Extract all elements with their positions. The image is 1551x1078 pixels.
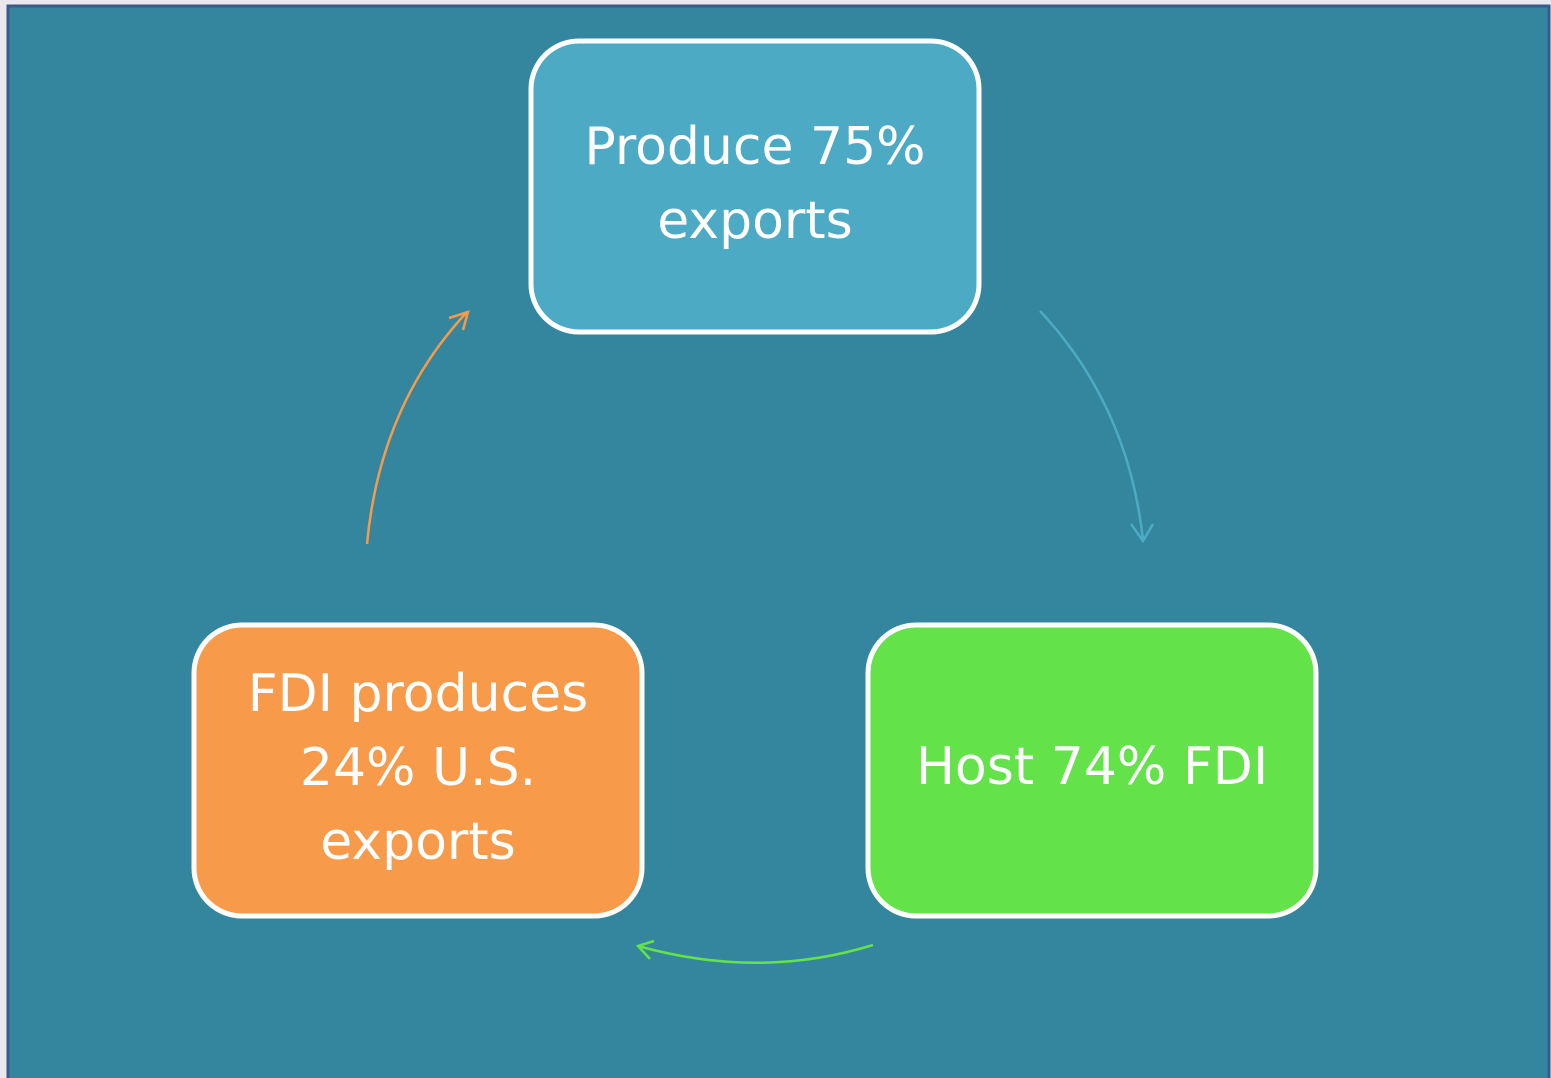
node-box [528,38,982,335]
arrow [1039,310,1155,544]
arrow [365,310,470,545]
node-label: Produce 75% [584,117,925,177]
node-box [191,622,645,919]
node-label: FDI produces [248,664,589,724]
arrow [635,939,874,964]
node-label: 24% U.S. [300,738,536,798]
node-label: Host 74% FDI [916,737,1268,797]
node-label: exports [657,191,853,251]
node-label: exports [320,812,516,872]
node-box [865,622,1319,919]
